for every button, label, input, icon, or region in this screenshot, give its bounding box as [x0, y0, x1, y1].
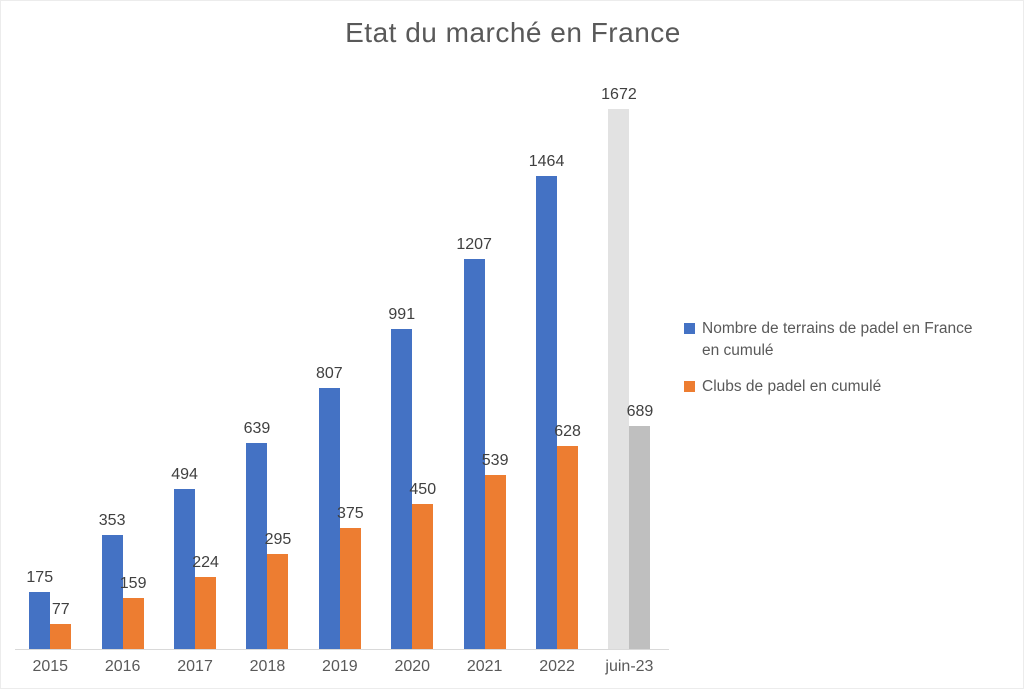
- bar-value-label: 494: [171, 466, 198, 483]
- bar-value-label: 159: [119, 575, 147, 592]
- bar-value-label: 628: [554, 423, 581, 440]
- bar: [463, 259, 485, 649]
- bar-value-label: 689: [626, 403, 654, 420]
- bar-value-label: 991: [388, 306, 416, 323]
- bar-value-label: 175: [26, 569, 54, 586]
- bar: [50, 624, 72, 649]
- bar: [174, 489, 196, 649]
- legend-label: Clubs de padel en cumulé: [702, 377, 882, 395]
- bar-value-label: 639: [243, 420, 271, 437]
- bar: [267, 554, 289, 649]
- bar-value-label: 1672: [601, 86, 637, 103]
- x-axis-label: 2019: [322, 658, 358, 675]
- legend-entry: Clubs de padel en cumulé: [684, 376, 1022, 398]
- legend: Nombre de terrains de padel en France en…: [684, 318, 1022, 411]
- x-axis-label: 2018: [249, 658, 286, 675]
- x-axis-label: 2021: [466, 658, 503, 675]
- bar: [484, 475, 506, 649]
- plot-area: 175 77 353 159 494 224 639 295 807 375 991 450 1207 5…: [15, 1, 669, 649]
- x-axis-label: 2022: [539, 658, 575, 675]
- bar-value-label: 295: [264, 531, 292, 548]
- x-axis-line: [15, 649, 669, 650]
- bar: [557, 446, 579, 649]
- legend-swatch-icon: [684, 380, 695, 392]
- bar-value-label: 77: [51, 601, 70, 618]
- chart-title: Etat du marché en France: [345, 17, 681, 48]
- legend-label: Nombre de terrains de padel en France en…: [702, 320, 973, 360]
- legend-entry: Nombre de terrains de padel en France en…: [684, 318, 1022, 363]
- bar-value-label: 375: [336, 505, 364, 522]
- x-axis-label: juin-23: [605, 658, 654, 675]
- bar: [339, 528, 361, 649]
- x-axis-label: 2017: [177, 658, 213, 675]
- bar: [629, 426, 651, 649]
- bar-value-label: 353: [98, 512, 126, 529]
- legend-swatch-icon: [684, 323, 695, 334]
- bar: [195, 577, 217, 649]
- x-axis-label: 2020: [394, 658, 431, 675]
- bar: [246, 443, 268, 649]
- bar: [318, 388, 340, 649]
- bar: [608, 109, 630, 649]
- bar-value-label: 450: [409, 481, 437, 498]
- bar-value-label: 1464: [528, 153, 565, 170]
- x-axis-label: 2016: [104, 658, 141, 675]
- bar-value-label: 1207: [456, 236, 492, 253]
- bar: [29, 592, 51, 649]
- bar-value-label: 224: [192, 554, 219, 571]
- bar: [122, 598, 144, 649]
- bar-value-label: 539: [481, 452, 509, 469]
- bar: [536, 176, 558, 649]
- x-axis-label: 2015: [32, 658, 69, 675]
- bar-value-label: 807: [315, 365, 343, 382]
- bar: [101, 535, 123, 649]
- bar: [412, 504, 434, 649]
- bar: [391, 329, 413, 649]
